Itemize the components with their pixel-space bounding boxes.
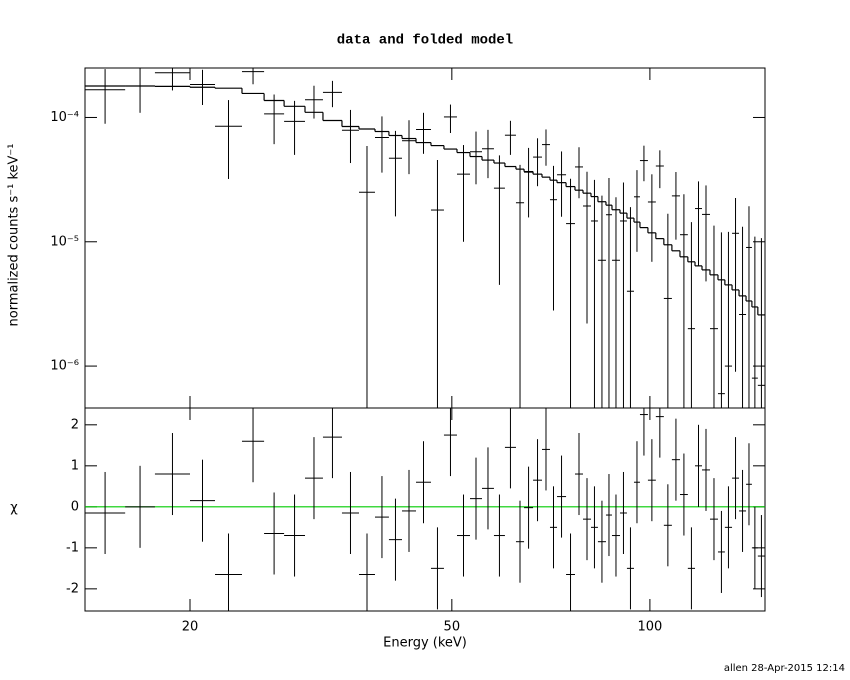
y-tick-label: 2 — [71, 417, 79, 432]
y-tick-label: 10⁻⁶ — [50, 359, 79, 374]
y-axis-label: normalized counts s⁻¹ keV⁻¹ — [7, 144, 22, 327]
y-tick-label: 10⁻⁵ — [50, 234, 79, 249]
x-tick-label: 20 — [182, 620, 199, 635]
y-axis-label: χ — [10, 501, 18, 516]
y-tick-label: -1 — [66, 540, 79, 555]
x-tick-label: 50 — [444, 620, 461, 635]
y-tick-label: 10⁻⁴ — [50, 110, 79, 125]
panel-frame — [84, 407, 766, 612]
y-tick-label: -2 — [66, 581, 79, 596]
y-tick-label: 1 — [71, 458, 79, 473]
y-tick-label: 0 — [71, 499, 79, 514]
chart-title: data and folded model — [337, 33, 513, 49]
x-axis-label: Energy (keV) — [383, 636, 467, 651]
x-tick-label: 100 — [637, 620, 662, 635]
annotation: allen 28-Apr-2015 12:14 — [724, 663, 845, 674]
